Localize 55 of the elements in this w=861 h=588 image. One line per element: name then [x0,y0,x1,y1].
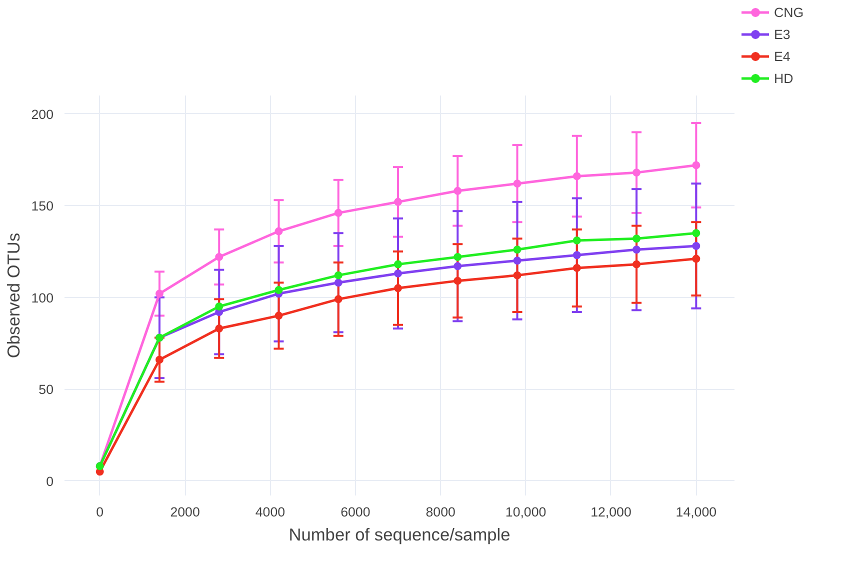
point [454,186,462,195]
point [215,302,224,310]
y-tick-label: 0 [46,474,54,489]
y-tick-label: 100 [31,290,54,306]
point [513,246,522,254]
point [632,234,641,243]
y-tick-label: 150 [31,198,54,214]
point [155,290,164,298]
point [692,229,700,238]
point [454,252,462,261]
point [155,356,164,364]
point [454,262,462,270]
x-tick-label: 14,000 [676,504,717,520]
point [692,242,700,250]
point [572,172,581,180]
point [394,269,402,278]
point [334,295,342,304]
point [513,180,522,188]
point [632,246,641,254]
point [334,271,342,280]
x-axis-title: Number of sequence/sample [288,524,510,544]
x-tick-label: 6000 [340,504,370,520]
point [632,260,641,268]
point [394,198,402,206]
point [692,161,700,170]
x-tick-label: 2000 [170,504,200,520]
point [215,252,224,261]
legend-label: HD [774,70,794,86]
point [215,324,224,333]
point [513,271,522,280]
legend-label: CNG [774,4,804,20]
y-tick-label: 50 [38,382,54,398]
point [274,312,283,320]
point [274,227,283,236]
x-tick-label: 10,000 [505,504,546,520]
point [334,278,342,287]
x-tick-label: 8000 [426,504,456,520]
y-tick-label: 200 [31,106,54,122]
legend-label: E3 [774,26,792,42]
x-tick-label: 0 [96,504,104,520]
point [513,256,522,265]
point [394,284,402,292]
point [274,286,283,294]
point [632,168,641,177]
x-tick-label: 12,000 [590,504,632,520]
point [572,236,581,244]
y-axis-title: Observed OTUs [3,232,24,358]
legend-label: E4 [774,48,792,64]
point [454,276,462,285]
point [394,260,402,268]
point [572,264,581,272]
point [692,254,700,263]
point [572,251,581,260]
point [334,208,342,217]
x-tick-label: 4000 [255,504,286,520]
